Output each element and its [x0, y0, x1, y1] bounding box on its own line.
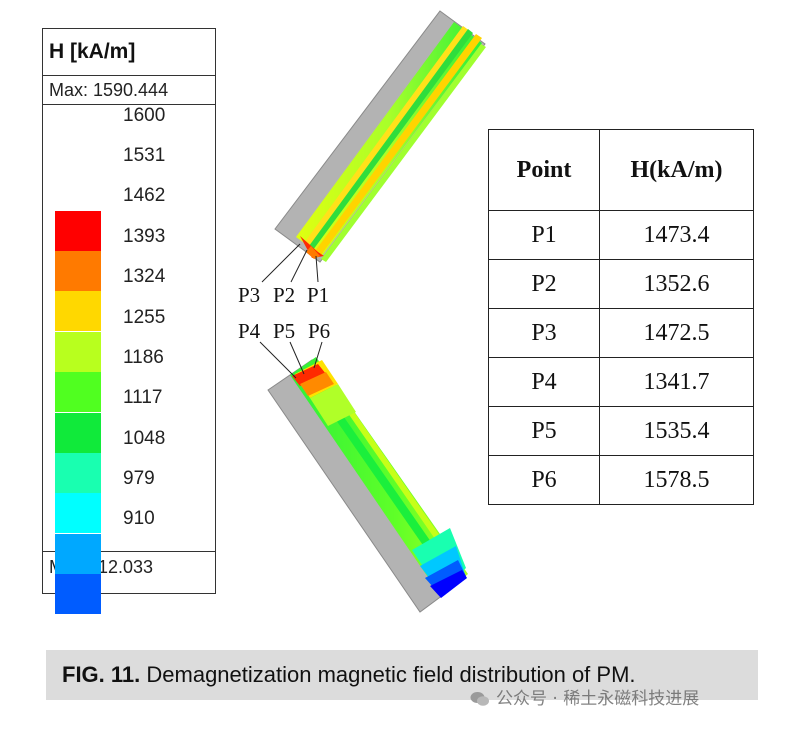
magnet-field-plot: P3 P2 P1 P4 P5 P6	[238, 10, 486, 613]
swatch-2	[55, 251, 101, 292]
table-row: P1 1473.4	[488, 210, 754, 260]
swatch-8	[55, 493, 101, 534]
upper-magnet	[274, 10, 486, 263]
swatch-7	[55, 453, 101, 494]
tick-label: 979	[123, 468, 155, 489]
tick-label: 1324	[123, 266, 166, 287]
legend-title: H [kA/m]	[43, 29, 215, 76]
swatch-3	[55, 291, 101, 332]
table-cell: P3	[488, 308, 600, 358]
table-header: H(kA/m)	[599, 129, 754, 211]
table-cell: 1535.4	[599, 406, 754, 456]
point-label-p6: P6	[308, 319, 330, 343]
watermark-text: 公众号 · 稀土永磁科技进展	[496, 689, 700, 709]
table-cell: P4	[488, 357, 600, 407]
table-cell: P6	[488, 455, 600, 505]
tick-label: 1117	[123, 387, 163, 408]
legend-max: Max: 1590.444	[43, 76, 215, 105]
caption-label: FIG. 11.	[62, 662, 141, 687]
swatch-1	[55, 211, 101, 252]
table-cell: P5	[488, 406, 600, 456]
tick-label: 1186	[123, 347, 164, 368]
watermark: 公众号 · 稀土永磁科技进展	[470, 684, 699, 709]
color-legend: H [kA/m] Max: 1590.444 1600 1531 1462 13…	[42, 28, 216, 615]
table-cell: 1472.5	[599, 308, 754, 358]
table-cell: 1341.7	[599, 357, 754, 407]
tick-label: 1255	[123, 307, 166, 328]
table-cell: 1352.6	[599, 259, 754, 309]
tick-label: 1531	[123, 145, 166, 166]
point-label-p3: P3	[238, 283, 260, 307]
swatch-6	[55, 413, 101, 454]
table-cell: 1473.4	[599, 210, 754, 260]
swatch-4	[55, 332, 101, 373]
swatch-5	[55, 372, 101, 413]
tick-label: 1048	[123, 428, 166, 449]
point-label-p4: P4	[238, 319, 261, 343]
tick-label: 1393	[123, 226, 166, 247]
table-cell: 1578.5	[599, 455, 754, 505]
legend-scale: 1600 1531 1462 1393 1324 1255 1186 1117 …	[43, 105, 215, 615]
figure-caption: FIG. 11. Demagnetization magnetic field …	[46, 650, 758, 700]
table-cell: P1	[488, 210, 600, 260]
tick-label: 910	[123, 508, 155, 529]
point-label-p5: P5	[273, 319, 295, 343]
table-cell: P2	[488, 259, 600, 309]
leader-lines	[259, 243, 323, 379]
lower-magnet	[267, 357, 468, 613]
table-row: P2 1352.6	[488, 259, 754, 309]
swatch-10	[55, 574, 101, 615]
swatch-9	[55, 534, 101, 575]
table-row: P3 1472.5	[488, 308, 754, 358]
tick-label: 1600	[123, 105, 166, 126]
table-row: P5 1535.4	[488, 406, 754, 456]
field-table: Point H(kA/m) P1 1473.4 P2 1352.6 P3 147…	[488, 129, 754, 505]
table-header: Point	[488, 129, 600, 211]
point-label-p2: P2	[273, 283, 295, 307]
wechat-icon	[470, 692, 489, 706]
table-row: P6 1578.5	[488, 455, 754, 505]
tick-label: 1462	[123, 185, 166, 206]
table-row: P4 1341.7	[488, 357, 754, 407]
point-label-p1: P1	[307, 283, 329, 307]
caption-text: Demagnetization magnetic field distribut…	[140, 662, 636, 687]
